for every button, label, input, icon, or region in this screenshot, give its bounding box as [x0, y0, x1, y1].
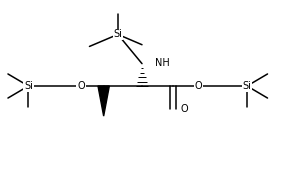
Text: Si: Si	[243, 81, 252, 91]
Text: NH: NH	[155, 58, 170, 68]
Text: Si: Si	[24, 81, 33, 91]
Text: O: O	[77, 81, 85, 91]
Polygon shape	[98, 86, 109, 116]
Text: O: O	[195, 81, 202, 91]
Text: O: O	[181, 104, 189, 114]
Text: Si: Si	[113, 29, 122, 39]
